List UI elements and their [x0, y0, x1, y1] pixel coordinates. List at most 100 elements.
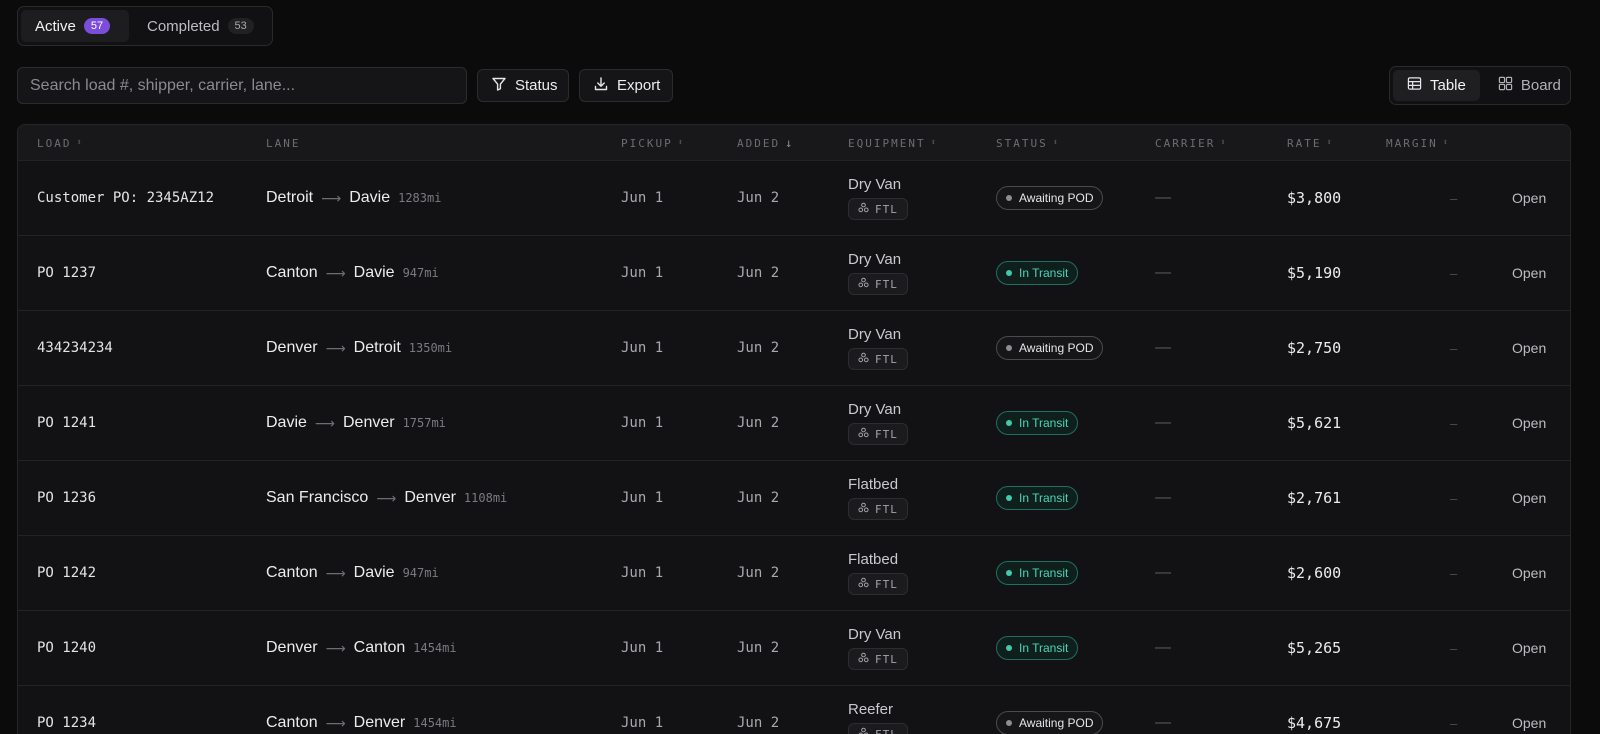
- status-cell: In Transit: [996, 611, 1079, 685]
- equipment: Flatbed FTL: [848, 461, 908, 535]
- margin-value: –: [1450, 415, 1458, 431]
- column-header-load[interactable]: LOAD ⬍: [37, 136, 82, 150]
- status-badge: In Transit: [996, 561, 1079, 585]
- status-filter-button[interactable]: Status: [477, 69, 569, 102]
- lane-destination: Davie: [353, 564, 395, 581]
- added-date: Jun 2: [737, 415, 780, 431]
- carrier-value: —: [1155, 489, 1171, 506]
- lane-origin: Denver: [266, 639, 318, 656]
- open-link[interactable]: Open: [1512, 565, 1547, 581]
- column-header-pickup[interactable]: PICKUP ⬍: [621, 136, 684, 150]
- table-row[interactable]: PO 1237 Canton ⟶ Davie 947mi Jun 1 Jun 2 Dry Va…: [18, 236, 1570, 311]
- pickup-date: Jun 1: [621, 715, 664, 731]
- carrier-value: —: [1155, 714, 1171, 731]
- mode-badge: FTL: [848, 348, 908, 370]
- grid-icon: [1498, 76, 1513, 95]
- status-dot: [1006, 420, 1012, 426]
- equipment: Dry Van FTL: [848, 311, 908, 385]
- column-header-margin[interactable]: MARGIN ⬍: [1386, 136, 1449, 150]
- lane-destination: Detroit: [353, 339, 401, 356]
- table-row[interactable]: PO 1240 Denver ⟶ Canton 1454mi Jun 1 Jun 2 Dry …: [18, 611, 1570, 686]
- table-view-button[interactable]: Table: [1393, 70, 1480, 101]
- lane-miles: 1757mi: [402, 416, 446, 430]
- added-date: Jun 2: [737, 490, 780, 506]
- rate-value: $2,600: [1287, 564, 1342, 582]
- arrow-right-icon: ⟶: [325, 714, 346, 731]
- column-header-equipment[interactable]: EQUIPMENT ⬍: [848, 136, 937, 150]
- open-link[interactable]: Open: [1512, 190, 1547, 206]
- load-mode-icon: [858, 427, 869, 441]
- pickup-date: Jun 1: [621, 265, 664, 281]
- mode-label: FTL: [875, 502, 898, 516]
- column-header-status[interactable]: STATUS ⬍: [996, 136, 1059, 150]
- status-dot: [1006, 345, 1012, 351]
- table-row[interactable]: PO 1234 Canton ⟶ Denver 1454mi Jun 1 Jun 2 Reef…: [18, 686, 1570, 734]
- rate-value: $4,675: [1287, 714, 1342, 732]
- status-dot: [1006, 195, 1012, 201]
- lane-miles: 1283mi: [398, 191, 442, 205]
- mode-badge: FTL: [848, 648, 908, 670]
- active-count-badge: 57: [83, 18, 111, 34]
- load-id: PO 1237: [37, 265, 97, 281]
- lane-destination: Denver: [353, 714, 406, 731]
- open-link[interactable]: Open: [1512, 415, 1547, 431]
- rate-value: $2,761: [1287, 489, 1342, 507]
- search-input[interactable]: [17, 67, 467, 104]
- export-button[interactable]: Export: [579, 69, 673, 102]
- sort-icon: ⬍: [1220, 138, 1226, 148]
- lane: Canton ⟶ Davie 947mi: [266, 236, 439, 310]
- column-header-rate[interactable]: RATE ⬍: [1287, 136, 1332, 150]
- equipment-type: Dry Van: [848, 326, 902, 343]
- column-header-added[interactable]: ADDED ↓: [737, 136, 793, 150]
- carrier-value: —: [1155, 564, 1171, 581]
- status-badge: Awaiting POD: [996, 711, 1104, 734]
- arrow-right-icon: ⟶: [321, 189, 342, 206]
- pickup-date: Jun 1: [621, 340, 664, 356]
- status-badge: Awaiting POD: [996, 336, 1104, 360]
- rate-value: $3,800: [1287, 189, 1342, 207]
- lane-origin: Detroit: [266, 189, 314, 206]
- open-link[interactable]: Open: [1512, 490, 1547, 506]
- status-cell: In Transit: [996, 536, 1079, 610]
- status-cell: In Transit: [996, 461, 1079, 535]
- mode-label: FTL: [875, 202, 898, 216]
- mode-badge: FTL: [848, 498, 908, 520]
- rate-value: $5,621: [1287, 414, 1342, 432]
- equipment-type: Reefer: [848, 701, 894, 718]
- margin-value: –: [1450, 190, 1458, 206]
- tab-active[interactable]: Active 57: [21, 10, 129, 42]
- margin-value: –: [1450, 715, 1458, 731]
- load-id: PO 1236: [37, 490, 97, 506]
- status-badge: Awaiting POD: [996, 186, 1104, 210]
- carrier-value: —: [1155, 189, 1171, 206]
- equipment: Flatbed FTL: [848, 536, 908, 610]
- load-tabs: Active 57 Completed 53: [17, 6, 273, 46]
- pickup-date: Jun 1: [621, 415, 664, 431]
- lane-miles: 947mi: [402, 566, 439, 580]
- lane-destination: Davie: [349, 189, 391, 206]
- arrow-right-icon: ⟶: [325, 564, 346, 581]
- table-view-label: Table: [1430, 77, 1466, 94]
- tab-completed[interactable]: Completed 53: [133, 10, 268, 42]
- rate-value: $2,750: [1287, 339, 1342, 357]
- mode-badge: FTL: [848, 273, 908, 295]
- table-row[interactable]: 434234234 Denver ⟶ Detroit 1350mi Jun 1 Jun 2 D…: [18, 311, 1570, 386]
- board-view-button[interactable]: Board: [1484, 70, 1575, 101]
- mode-label: FTL: [875, 577, 898, 591]
- open-link[interactable]: Open: [1512, 715, 1547, 731]
- table-row[interactable]: PO 1241 Davie ⟶ Denver 1757mi Jun 1 Jun 2 Dry V…: [18, 386, 1570, 461]
- sort-icon: ⬍: [1052, 138, 1059, 148]
- table-row[interactable]: PO 1236 San Francisco ⟶ Denver 1108mi Jun 1 Ju…: [18, 461, 1570, 536]
- status-label: In Transit: [1019, 566, 1069, 580]
- open-link[interactable]: Open: [1512, 265, 1547, 281]
- open-link[interactable]: Open: [1512, 340, 1547, 356]
- table-row[interactable]: Customer PO: 2345AZ12 Detroit ⟶ Davie 1283mi…: [18, 161, 1570, 236]
- status-label: In Transit: [1019, 641, 1069, 655]
- sort-icon: ⬍: [1442, 138, 1449, 148]
- open-link[interactable]: Open: [1512, 640, 1547, 656]
- mode-badge: FTL: [848, 573, 908, 595]
- table-row[interactable]: PO 1242 Canton ⟶ Davie 947mi Jun 1 Jun 2 Flatbe…: [18, 536, 1570, 611]
- lane: Denver ⟶ Detroit 1350mi: [266, 311, 452, 385]
- lane-destination: Canton: [353, 639, 406, 656]
- column-header-carrier[interactable]: CARRIER ⬍: [1155, 136, 1226, 150]
